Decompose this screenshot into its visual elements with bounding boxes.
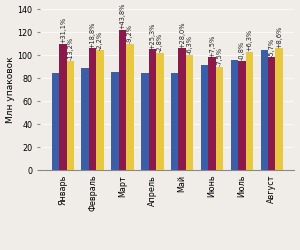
Bar bbox=[208, 57, 216, 170]
Bar bbox=[96, 50, 104, 170]
Text: +6,3%: +6,3% bbox=[246, 29, 252, 51]
Bar bbox=[52, 74, 59, 170]
Text: +7,5%: +7,5% bbox=[209, 34, 215, 57]
Bar bbox=[59, 44, 67, 170]
Bar bbox=[231, 60, 238, 170]
Text: +28,0%: +28,0% bbox=[179, 21, 185, 48]
Bar bbox=[275, 48, 283, 170]
Text: -9,2%: -9,2% bbox=[127, 24, 133, 43]
Bar bbox=[126, 44, 134, 170]
Bar bbox=[238, 61, 246, 170]
Bar bbox=[82, 68, 89, 170]
Bar bbox=[260, 50, 268, 170]
Bar bbox=[246, 52, 253, 170]
Bar bbox=[67, 61, 74, 170]
Bar bbox=[178, 48, 186, 170]
Bar bbox=[89, 48, 96, 170]
Text: -13,2%: -13,2% bbox=[67, 37, 73, 60]
Text: -0,8%: -0,8% bbox=[239, 41, 245, 60]
Bar bbox=[171, 74, 178, 170]
Bar bbox=[111, 72, 119, 170]
Bar bbox=[156, 53, 164, 170]
Text: -2,8%: -2,8% bbox=[157, 33, 163, 52]
Text: +43,8%: +43,8% bbox=[119, 3, 125, 29]
Text: +18,8%: +18,8% bbox=[90, 21, 96, 48]
Bar bbox=[268, 57, 275, 170]
Bar bbox=[216, 66, 223, 170]
Text: -6,3%: -6,3% bbox=[187, 36, 193, 54]
Bar bbox=[141, 74, 148, 170]
Text: +8,6%: +8,6% bbox=[276, 25, 282, 48]
Y-axis label: Млн упаковок: Млн упаковок bbox=[6, 56, 15, 123]
Text: -7,5%: -7,5% bbox=[217, 47, 223, 66]
Bar bbox=[119, 30, 126, 170]
Text: +31,1%: +31,1% bbox=[60, 17, 66, 43]
Bar bbox=[201, 66, 208, 170]
Bar bbox=[148, 49, 156, 170]
Text: -2,2%: -2,2% bbox=[97, 31, 103, 50]
Bar bbox=[186, 55, 194, 170]
Text: +25,3%: +25,3% bbox=[149, 22, 155, 49]
Text: -5,7%: -5,7% bbox=[269, 38, 275, 57]
